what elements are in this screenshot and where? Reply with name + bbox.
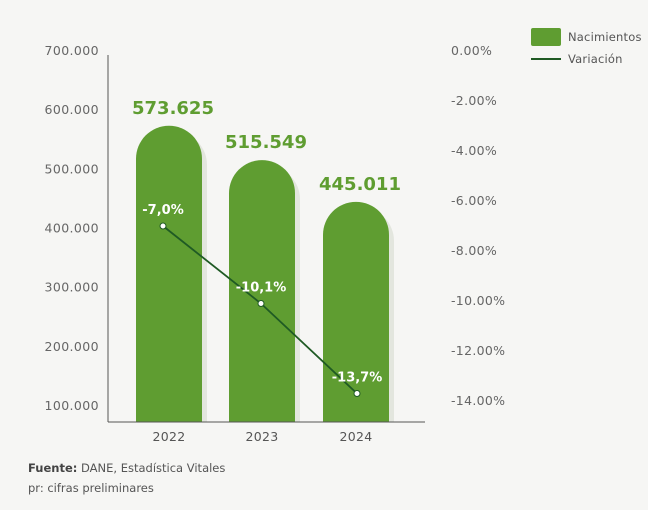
legend-line-label: Variación [568, 52, 623, 66]
variation-point [159, 222, 167, 230]
x-tick-label: 2024 [339, 429, 372, 444]
y-left-tick-label: 500.000 [45, 161, 100, 176]
y-right-tick-label: -2.00% [451, 93, 497, 108]
legend-bar-swatch [531, 28, 561, 46]
x-tick-label: 2023 [245, 429, 278, 444]
bar [229, 160, 295, 422]
variation-point [257, 300, 265, 307]
chart-source: Fuente: DANE, Estadística Vitales pr: ci… [28, 458, 225, 498]
variation-data-label: -7,0% [142, 203, 183, 218]
bar-value-label: 573.625 [132, 98, 214, 119]
bar [323, 201, 389, 422]
legend-item-variacion: Variación [531, 48, 642, 70]
y-right-tick-label: -4.00% [451, 143, 497, 158]
bar [136, 125, 202, 423]
variation-point [353, 390, 361, 397]
y-left-tick-label: 300.000 [45, 280, 100, 295]
y-right-tick-label: 0.00% [451, 43, 492, 58]
legend-bar-label: Nacimientos [568, 30, 642, 44]
bar-value-label: 515.549 [225, 132, 307, 153]
source-line: Fuente: DANE, Estadística Vitales [28, 458, 225, 478]
y-left-tick-label: 600.000 [45, 102, 100, 117]
x-tick-label: 2022 [152, 429, 185, 444]
source-bold: Fuente: [28, 461, 78, 475]
y-right-tick-label: -14.00% [451, 393, 505, 408]
bar-value-label: 445.011 [319, 174, 401, 195]
legend: Nacimientos Variación [531, 26, 642, 70]
source-note: pr: cifras preliminares [28, 481, 154, 495]
y-right-tick-label: -10.00% [451, 293, 505, 308]
y-left-tick-label: 700.000 [45, 43, 100, 58]
y-left-tick-label: 100.000 [45, 398, 100, 413]
y-right-tick-label: -8.00% [451, 243, 497, 258]
legend-line-swatch [531, 58, 561, 60]
y-right-tick-label: -6.00% [451, 193, 497, 208]
source-text: DANE, Estadística Vitales [77, 461, 226, 475]
variation-data-label: -13,7% [332, 371, 383, 386]
legend-item-nacimientos: Nacimientos [531, 26, 642, 48]
y-left-tick-label: 400.000 [45, 221, 100, 236]
variation-data-label: -10,1% [236, 281, 287, 296]
y-right-tick-label: -12.00% [451, 343, 505, 358]
y-left-tick-label: 200.000 [45, 339, 100, 354]
